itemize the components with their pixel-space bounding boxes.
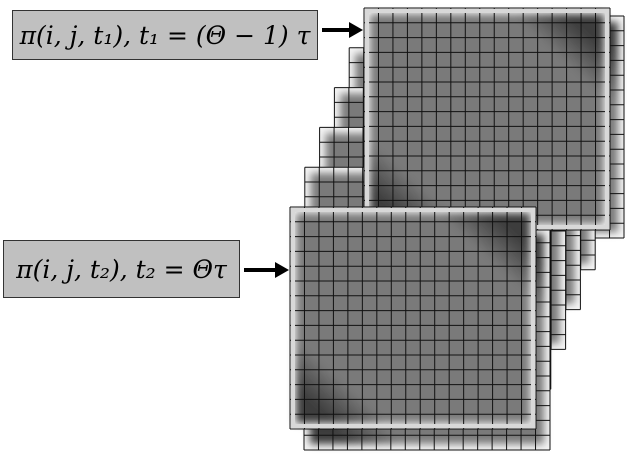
label-frame-t1-text: π(i, j, t₁), t₁ = (Θ − 1) τ	[19, 20, 311, 50]
label-frame-t1: π(i, j, t₁), t₁ = (Θ − 1) τ	[12, 10, 318, 60]
frame-border	[291, 208, 535, 428]
arrow-to-frame-t2-icon	[244, 262, 289, 278]
label-frame-t2: π(i, j, t₂), t₂ = Θτ	[3, 240, 240, 298]
frame-t2	[289, 206, 537, 430]
label-frame-t2-text: π(i, j, t₂), t₂ = Θτ	[16, 254, 227, 284]
frame-t1	[363, 7, 611, 231]
arrow-to-frame-t1-icon	[322, 22, 363, 38]
